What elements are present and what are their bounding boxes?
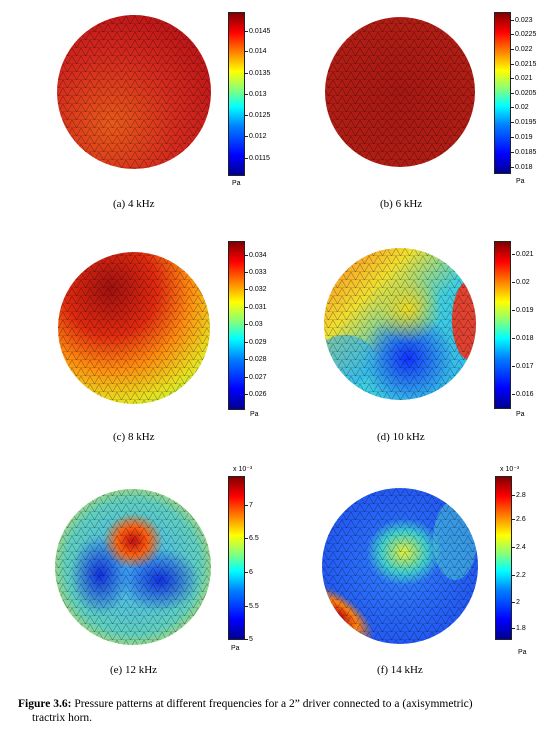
colorbar-a: [228, 12, 245, 176]
tick-label: 0.02: [511, 104, 529, 111]
subfigure-caption-c: (c) 8 kHz: [113, 431, 155, 443]
tick-label: 0.0215: [510, 61, 537, 68]
tick-label: 0.0225: [510, 31, 537, 38]
tick-label: 0.018: [511, 164, 533, 171]
figure-caption-text-line2: tractrix horn.: [32, 712, 93, 724]
multiplier-label-f: x 10⁻³: [500, 466, 520, 473]
tick-label: 0.019: [512, 307, 534, 314]
tick-label: 6: [245, 569, 253, 576]
colorbar-c: [228, 241, 245, 410]
tick-label: 0.027: [245, 374, 267, 381]
tick-label: 0.0115: [245, 155, 270, 162]
tick-label: 0.0135: [244, 70, 271, 77]
unit-label-b: Pa: [516, 178, 525, 185]
multiplier-label-e: x 10⁻³: [233, 466, 253, 473]
tick-label: 0.018: [512, 335, 534, 342]
tick-label: 0.014: [245, 48, 267, 55]
tick-label: 0.033: [245, 269, 267, 276]
tick-label: 0.022: [511, 46, 533, 53]
tick-label: 2.2: [512, 572, 526, 579]
tick-label: 0.013: [245, 91, 267, 98]
tick-label: 0.021: [511, 75, 533, 82]
tick-label: 2.8: [512, 492, 526, 499]
tick-label: 0.026: [245, 391, 267, 398]
unit-label-a: Pa: [232, 180, 241, 187]
tick-label: 7: [245, 502, 253, 509]
unit-label-f: Pa: [518, 649, 527, 656]
tick-label: 0.02: [512, 279, 530, 286]
unit-label-d: Pa: [516, 411, 525, 418]
colorbar-b: [494, 12, 511, 174]
unit-label-e: Pa: [231, 645, 240, 652]
tick-label: 5.5: [245, 603, 259, 610]
tick-label: 0.0185: [510, 149, 537, 156]
subfigure-caption-f: (f) 14 kHz: [377, 664, 423, 676]
subfigure-caption-e: (e) 12 kHz: [110, 664, 158, 676]
tick-label: 0.034: [245, 252, 267, 259]
tick-label: 2: [512, 599, 520, 606]
tick-label: 0.032: [245, 286, 267, 293]
tick-label: 0.019: [511, 134, 533, 141]
tick-label: 0.029: [245, 339, 267, 346]
tick-label: 0.016: [512, 391, 534, 398]
unit-label-c: Pa: [250, 411, 259, 418]
colorbar-e: [228, 476, 245, 640]
tick-label: 2.4: [512, 544, 526, 551]
tick-label: 0.0145: [244, 28, 271, 35]
tick-label: 2.6: [512, 516, 526, 523]
tick-label: 0.017: [512, 363, 534, 370]
figure-label: Figure 3.6:: [18, 698, 72, 710]
tick-label: 0.03: [245, 321, 263, 328]
colorbar-f: [495, 476, 512, 640]
tick-label: 5: [245, 636, 253, 643]
colorbar-d: [494, 241, 511, 409]
subfigure-caption-b: (b) 6 kHz: [380, 198, 423, 210]
subfigure-caption-a: (a) 4 kHz: [113, 198, 155, 210]
subfigure-caption-d: (d) 10 kHz: [377, 431, 425, 443]
tick-label: 0.028: [245, 356, 267, 363]
tick-label: 0.0125: [244, 112, 271, 119]
tick-label: 6.5: [245, 535, 259, 542]
tick-label: 0.031: [245, 304, 267, 311]
tick-label: 0.021: [512, 251, 534, 258]
figure-caption: Figure 3.6: Pressure patterns at differe…: [18, 697, 543, 725]
tick-label: 0.023: [511, 17, 533, 24]
tick-label: 0.0195: [510, 119, 537, 126]
tick-label: 1.8: [512, 625, 526, 632]
tick-label: 0.0205: [510, 90, 537, 97]
figure-caption-text: Pressure patterns at different frequenci…: [71, 698, 473, 710]
tick-label: 0.012: [245, 133, 267, 140]
